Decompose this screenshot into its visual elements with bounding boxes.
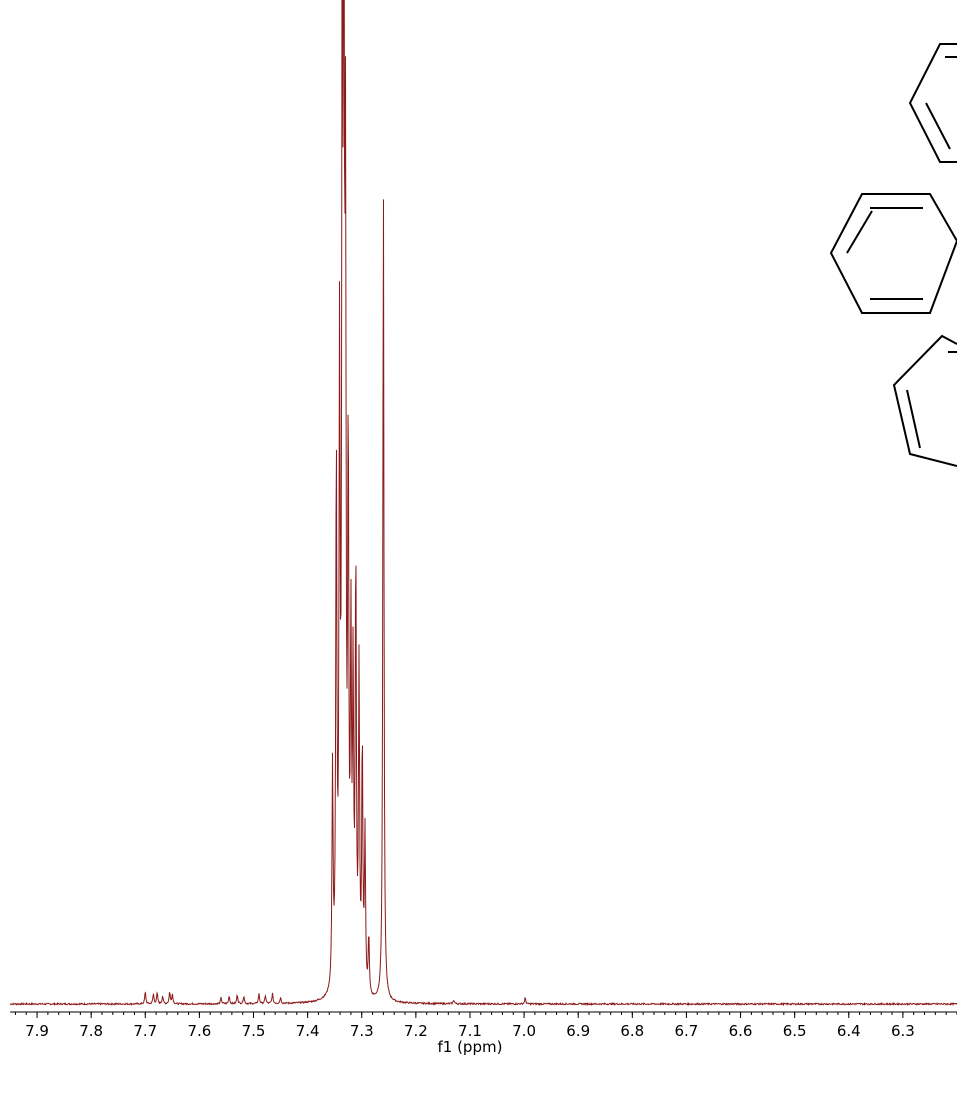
x-tick-label: 7.9 [25, 1022, 49, 1040]
x-axis-title: f1 (ppm) [437, 1038, 502, 1056]
x-tick-label: 6.9 [566, 1022, 590, 1040]
phenyl-ring-top [908, 43, 957, 163]
phenyl-ring-middle [829, 193, 957, 314]
x-tick-label: 7.1 [458, 1022, 482, 1040]
x-tick-label: 7.4 [296, 1022, 320, 1040]
x-tick-label: 6.8 [620, 1022, 644, 1040]
x-tick-label: 7.7 [133, 1022, 157, 1040]
x-tick-label: 7.5 [242, 1022, 266, 1040]
x-tick-label: 7.0 [512, 1022, 536, 1040]
phenyl-ring-bottom [892, 334, 957, 467]
chemical-structure-drawing [829, 43, 957, 467]
x-tick-label: 6.6 [729, 1022, 753, 1040]
x-tick-label: 6.7 [674, 1022, 698, 1040]
x-tick-label: 6.3 [891, 1022, 915, 1040]
x-tick-label: 6.5 [783, 1022, 807, 1040]
x-tick-label: 7.3 [350, 1022, 374, 1040]
spectrum-trace [9, 0, 957, 1007]
x-tick-label: 6.4 [837, 1022, 861, 1040]
x-tick-label: 7.2 [404, 1022, 428, 1040]
x-tick-label: 7.6 [187, 1022, 211, 1040]
x-tick-label: 7.8 [79, 1022, 103, 1040]
x-axis: 7.9 7.8 7.7 7.6 7.5 7.4 7.3 7.2 7.1 7.0 6.9 6.8 6.7 6… [10, 1011, 957, 1040]
plot-area [9, 0, 957, 1007]
